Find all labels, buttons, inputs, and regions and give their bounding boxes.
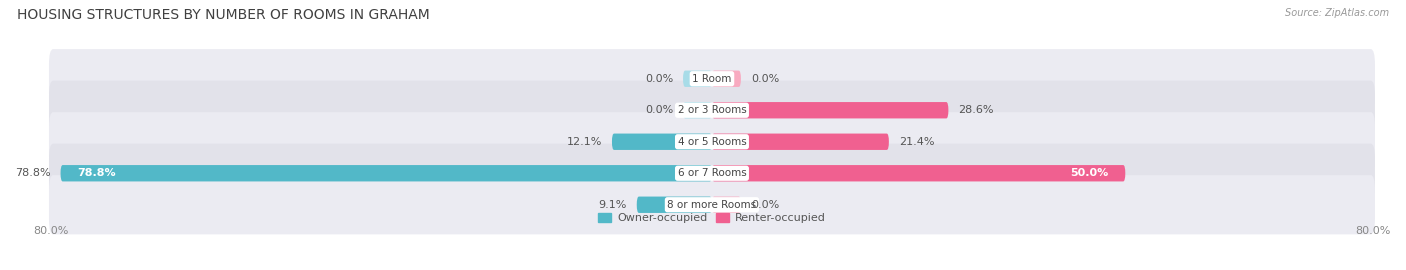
FancyBboxPatch shape — [683, 70, 711, 87]
FancyBboxPatch shape — [49, 144, 1375, 203]
Text: 28.6%: 28.6% — [959, 105, 994, 115]
Text: 1 Room: 1 Room — [692, 74, 731, 84]
FancyBboxPatch shape — [711, 165, 1125, 181]
Text: Source: ZipAtlas.com: Source: ZipAtlas.com — [1285, 8, 1389, 18]
Text: 9.1%: 9.1% — [599, 200, 627, 210]
FancyBboxPatch shape — [612, 134, 711, 150]
Text: 12.1%: 12.1% — [567, 137, 602, 147]
FancyBboxPatch shape — [637, 197, 711, 213]
Text: 78.8%: 78.8% — [15, 168, 51, 178]
FancyBboxPatch shape — [711, 70, 741, 87]
Text: 6 or 7 Rooms: 6 or 7 Rooms — [678, 168, 747, 178]
Text: 0.0%: 0.0% — [751, 74, 779, 84]
FancyBboxPatch shape — [60, 165, 711, 181]
FancyBboxPatch shape — [683, 102, 711, 119]
Text: 0.0%: 0.0% — [645, 74, 673, 84]
Text: 4 or 5 Rooms: 4 or 5 Rooms — [678, 137, 747, 147]
Text: 50.0%: 50.0% — [1070, 168, 1109, 178]
FancyBboxPatch shape — [711, 197, 741, 213]
Text: 8 or more Rooms: 8 or more Rooms — [668, 200, 756, 210]
Text: 2 or 3 Rooms: 2 or 3 Rooms — [678, 105, 747, 115]
Legend: Owner-occupied, Renter-occupied: Owner-occupied, Renter-occupied — [593, 208, 831, 228]
Text: 78.8%: 78.8% — [77, 168, 115, 178]
FancyBboxPatch shape — [49, 112, 1375, 171]
Text: 0.0%: 0.0% — [645, 105, 673, 115]
Text: 0.0%: 0.0% — [751, 200, 779, 210]
FancyBboxPatch shape — [711, 134, 889, 150]
FancyBboxPatch shape — [49, 81, 1375, 140]
Text: HOUSING STRUCTURES BY NUMBER OF ROOMS IN GRAHAM: HOUSING STRUCTURES BY NUMBER OF ROOMS IN… — [17, 8, 430, 22]
FancyBboxPatch shape — [711, 102, 949, 119]
FancyBboxPatch shape — [49, 175, 1375, 234]
FancyBboxPatch shape — [49, 49, 1375, 108]
Text: 21.4%: 21.4% — [898, 137, 935, 147]
